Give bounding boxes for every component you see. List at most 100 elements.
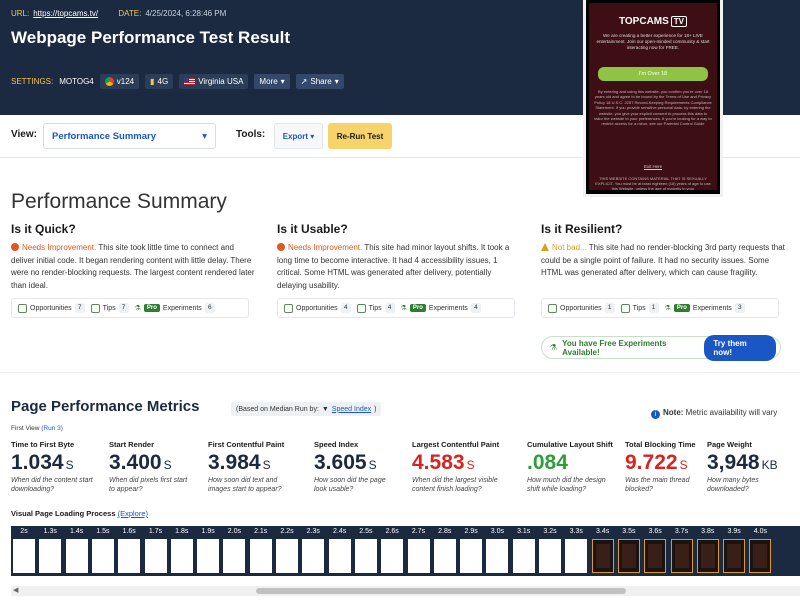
filmstrip-frame[interactable] <box>723 539 746 573</box>
frame-timestamp: 2.8s <box>438 528 452 535</box>
run-link[interactable]: (Run 3) <box>41 425 63 432</box>
signal-bars-icon: ▮ <box>150 77 155 86</box>
info-icon: i <box>651 410 660 419</box>
exit-link[interactable]: Exit Here <box>643 164 663 169</box>
filmstrip-frame[interactable] <box>354 539 377 573</box>
filmstrip[interactable]: 2s 1.3s 1.4s 1.5s 1.6s 1.7s 1.8s 1.9s 2.0s 2.1s 2.… <box>11 526 800 576</box>
frame-timestamp: 2.4s <box>332 528 347 535</box>
filmstrip-scrollbar[interactable]: ◀ <box>11 586 800 596</box>
tips-link[interactable]: Tips 1 <box>620 303 659 313</box>
export-button[interactable]: Export ▾ <box>274 123 323 149</box>
browser-version: v124 <box>116 77 135 86</box>
experiments-link[interactable]: ⚗ Pro Experiments 4 <box>401 303 481 313</box>
first-view-label: First View (Run 3) <box>11 425 63 432</box>
frame-timestamp: 3.0s <box>490 528 505 535</box>
experiments-label: Experiments <box>428 304 468 312</box>
metric-value: 9.722 S <box>625 451 697 475</box>
median-run-selector[interactable]: (Based on Median Run by: ▼ Speed Index ) <box>231 402 382 416</box>
opportunities-count: 4 <box>340 303 351 313</box>
settings-label: SETTINGS: <box>11 77 54 86</box>
tools-label: Tools: <box>236 129 266 140</box>
filmstrip-frame[interactable] <box>591 539 614 573</box>
metric-unit: S <box>679 458 688 472</box>
frame-timestamp: 3.1s <box>517 528 531 535</box>
tips-link[interactable]: Tips 7 <box>90 303 129 313</box>
opportunities-link[interactable]: Opportunities 7 <box>18 303 85 313</box>
experiments-link[interactable]: ⚗ Pro Experiments 6 <box>135 303 215 313</box>
view-select[interactable]: Performance Summary ▾ <box>43 123 216 149</box>
filmstrip-frame[interactable] <box>433 539 456 573</box>
filmstrip-frame[interactable] <box>223 539 246 573</box>
opportunities-link[interactable]: Opportunities 4 <box>284 303 351 313</box>
filmstrip-frame[interactable] <box>617 539 640 573</box>
filmstrip-frame[interactable] <box>670 539 693 573</box>
tips-link[interactable]: Tips 4 <box>356 303 395 313</box>
median-metric-link[interactable]: Speed Index <box>331 405 372 413</box>
filmstrip-frame[interactable] <box>644 539 667 573</box>
filmstrip-frame[interactable] <box>749 539 772 573</box>
metric-description: How soon did the page look usable? <box>314 477 386 493</box>
filmstrip-frame[interactable] <box>407 539 430 573</box>
filmstrip-frame[interactable] <box>460 539 483 573</box>
tested-url-link[interactable]: https://topcams.tv/ <box>33 9 99 18</box>
frame-timestamp: 2.6s <box>385 528 399 535</box>
chevron-down-icon: ▾ <box>310 131 315 141</box>
filmstrip-frame[interactable] <box>328 539 351 573</box>
median-suffix: ) <box>374 405 377 413</box>
filmstrip-frame[interactable] <box>486 539 509 573</box>
topcams-logo: TOPCAMS TV <box>589 16 717 27</box>
tips-icon <box>356 303 366 313</box>
share-label: Share <box>310 77 332 86</box>
metric-description: When did the content start downloading? <box>11 477 93 493</box>
more-settings-button[interactable]: More ▾ <box>254 74 290 89</box>
frame-timestamp: 3.7s <box>674 528 689 535</box>
frame-timestamp: 3.4s <box>595 528 610 535</box>
filmstrip-frame[interactable] <box>249 539 272 573</box>
filmstrip-frame[interactable] <box>91 539 114 573</box>
filmstrip-frame[interactable] <box>65 539 88 573</box>
over-18-button[interactable]: I'm Over 18 <box>598 67 708 81</box>
experiments-count: 6 <box>204 303 215 313</box>
view-label: View: <box>11 129 37 140</box>
frame-timestamp: 1.7s <box>148 528 163 535</box>
visual-progress-title: Visual Page Loading Process <box>11 509 116 518</box>
date-label: DATE: <box>118 9 142 18</box>
pro-badge: Pro <box>143 304 160 312</box>
opportunities-link[interactable]: Opportunities 1 <box>548 303 615 313</box>
filmstrip-frame[interactable] <box>170 539 193 573</box>
filmstrip-frame[interactable] <box>302 539 325 573</box>
opportunities-icon <box>18 303 27 313</box>
flask-icon: ⚗ <box>550 343 558 352</box>
card-status: Needs Improvement. <box>288 243 363 252</box>
filmstrip-frame[interactable] <box>565 539 588 573</box>
frame-timestamp: 1.9s <box>201 528 215 535</box>
rerun-test-button[interactable]: Re-Run Test <box>328 123 392 149</box>
share-button[interactable]: ↗ Share ▾ <box>295 74 344 89</box>
filmstrip-frame[interactable] <box>144 539 167 573</box>
tips-icon <box>90 303 100 313</box>
card-status: Needs Improvement. <box>22 243 97 252</box>
metric-number: 3.400 <box>109 451 162 474</box>
filmstrip-frame[interactable] <box>512 539 535 573</box>
flask-icon: ⚗ <box>664 305 671 312</box>
try-experiments-button[interactable]: Try them now! <box>704 334 776 361</box>
scroll-left-icon[interactable]: ◀ <box>13 587 19 594</box>
filmstrip-frame[interactable] <box>13 539 35 573</box>
filmstrip-frame[interactable] <box>539 539 561 573</box>
frame-timestamp: 1.4s <box>69 528 84 535</box>
filmstrip-frame[interactable] <box>381 539 404 573</box>
filmstrip-frame[interactable] <box>197 539 220 573</box>
share-icon: ↗ <box>300 77 308 86</box>
explore-link[interactable]: (Explore) <box>117 509 149 518</box>
filmstrip-frame[interactable] <box>696 539 719 573</box>
device-name: MOTOG4 <box>59 77 94 86</box>
summary-card-resilient: Is it Resilient? Not bad... This site ha… <box>541 222 786 280</box>
scrollbar-thumb[interactable] <box>256 588 626 594</box>
experiments-link[interactable]: ⚗ Pro Experiments 3 <box>665 303 745 313</box>
visual-progress-label: Visual Page Loading Process (Explore) <box>11 509 148 518</box>
filmstrip-frame[interactable] <box>39 539 62 573</box>
metric-number: .084 <box>527 451 568 474</box>
filmstrip-frame[interactable] <box>118 539 141 573</box>
metric-number: 4.583 <box>412 451 465 474</box>
filmstrip-frame[interactable] <box>276 539 298 573</box>
